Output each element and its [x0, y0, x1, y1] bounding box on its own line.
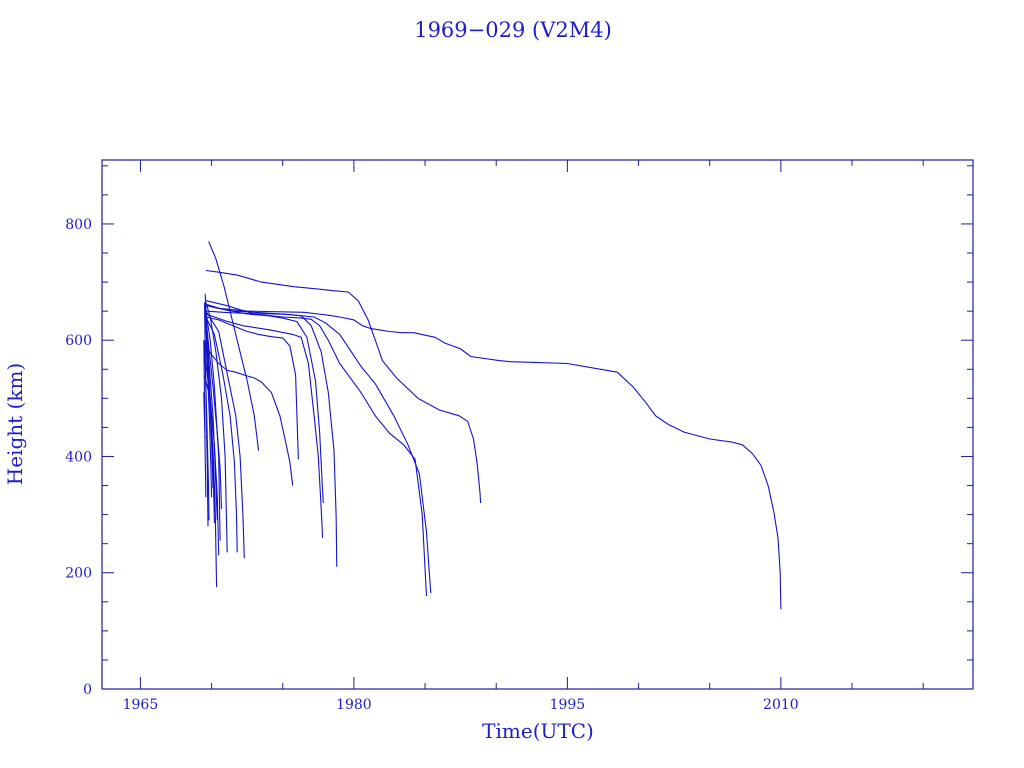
series-line — [205, 304, 782, 610]
tick-labels: 0 200 400 600 800 1965 1980 1995 2010 — [65, 217, 798, 713]
y-tick-label: 800 — [65, 217, 92, 233]
x-tick-label: 1965 — [123, 697, 159, 713]
series-line — [205, 316, 238, 553]
series-line — [205, 313, 324, 538]
y-tick-label: 400 — [65, 449, 92, 465]
series-line — [203, 302, 209, 527]
series-line — [205, 316, 299, 460]
series-line — [205, 310, 432, 594]
series-line — [203, 392, 206, 440]
series-line — [204, 340, 215, 524]
series-line — [205, 269, 482, 504]
series-line — [205, 316, 223, 509]
series-line — [205, 345, 294, 486]
y-axis-label: Height (km) — [3, 363, 27, 485]
y-tick-label: 600 — [65, 333, 92, 349]
axis-ticks — [102, 160, 973, 690]
series-line — [203, 374, 220, 556]
series-line — [205, 302, 228, 553]
plot-frame — [101, 159, 974, 690]
series-line — [208, 241, 260, 451]
x-tick-label: 2010 — [763, 697, 799, 713]
x-tick-label: 1995 — [550, 697, 586, 713]
series-group — [203, 241, 782, 610]
series-line — [205, 310, 245, 559]
chart-title: 1969−029 (V2M4) — [414, 18, 612, 42]
series-line — [205, 303, 338, 567]
series-line — [205, 311, 221, 541]
series-line — [205, 304, 324, 504]
x-axis-label: Time(UTC) — [482, 719, 594, 743]
x-tick-label: 1980 — [336, 697, 372, 713]
y-tick-label: 0 — [83, 682, 92, 698]
y-tick-label: 200 — [65, 566, 92, 582]
series-line — [204, 305, 213, 498]
